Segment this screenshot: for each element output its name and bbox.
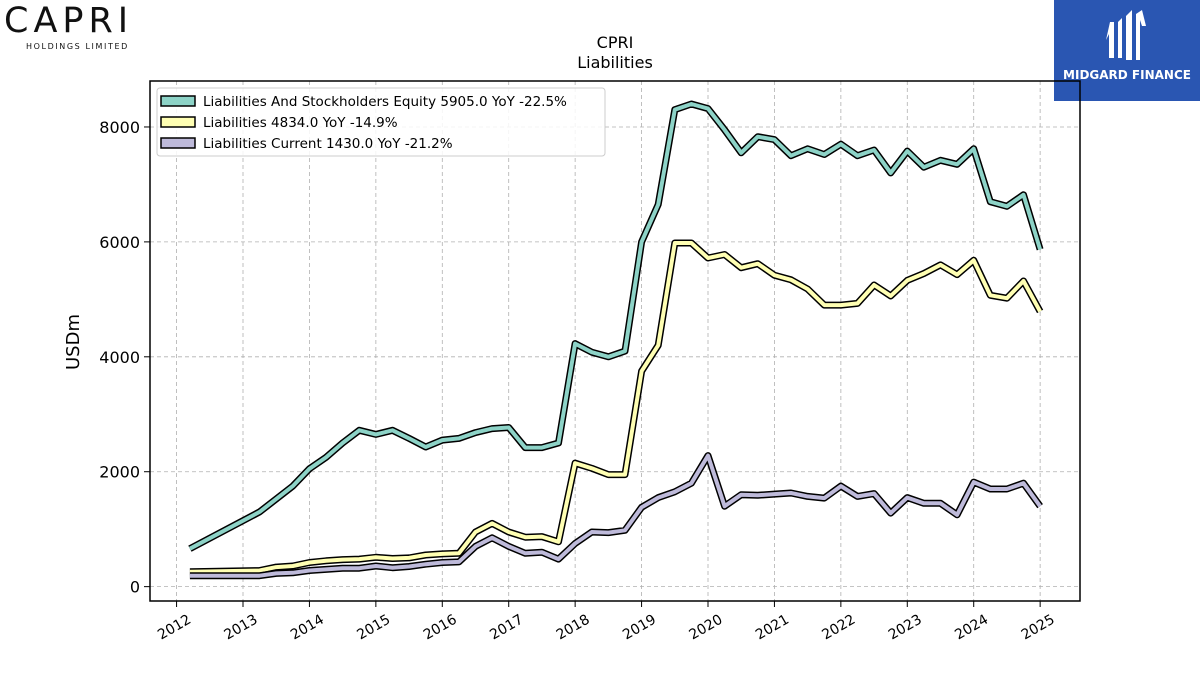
series-1 <box>189 239 1044 576</box>
legend-label: Liabilities And Stockholders Equity 5905… <box>203 94 567 110</box>
series-line-outline <box>188 100 1044 552</box>
x-tick-label: 2019 <box>620 612 659 644</box>
midgard-finance-logo: MIDGARD FINANCE <box>1054 0 1200 101</box>
x-tick-label: 2016 <box>421 612 460 644</box>
series-line <box>188 102 1043 551</box>
series-0 <box>188 100 1044 552</box>
legend-label: Liabilities Current 1430.0 YoY -21.2% <box>203 136 453 152</box>
legend-swatch <box>160 137 196 149</box>
capri-logo: CAPRI HOLDINGS LIMITED <box>4 2 154 52</box>
x-tick-label: 2023 <box>886 612 925 644</box>
series-line <box>189 241 1042 574</box>
x-tick-label: 2020 <box>687 612 726 644</box>
legend-swatch <box>160 95 196 107</box>
series-line-outline <box>189 239 1044 576</box>
y-tick-label: 8000 <box>99 118 140 137</box>
x-tick-label: 2014 <box>288 612 327 644</box>
series-2 <box>189 452 1043 580</box>
midgard-emblem-icon <box>1106 10 1146 60</box>
chart-subtitle: Liabilities <box>577 53 653 72</box>
x-tick-label: 2015 <box>354 612 393 644</box>
legend: Liabilities And Stockholders Equity 5905… <box>156 87 606 157</box>
series-layer <box>188 100 1044 580</box>
x-tick-label: 2017 <box>487 612 526 644</box>
y-axis-label: USDm <box>63 314 84 370</box>
legend-label: Liabilities 4834.0 YoY -14.9% <box>203 115 398 131</box>
capri-logo-text: CAPRI <box>4 1 134 41</box>
x-tick-label: 2021 <box>753 612 792 644</box>
y-tick-label: 6000 <box>99 233 140 252</box>
x-tick-label: 2012 <box>155 612 194 644</box>
y-tick-label: 0 <box>130 578 140 597</box>
x-tick-label: 2013 <box>222 612 261 644</box>
x-tick-label: 2022 <box>819 612 858 644</box>
x-tick-label: 2025 <box>1019 612 1058 644</box>
legend-swatch <box>160 116 196 128</box>
chart-title: CPRI <box>597 33 634 52</box>
capri-logo-subtext: HOLDINGS LIMITED <box>26 42 129 51</box>
plot-frame <box>149 80 1081 602</box>
y-tick-label: 4000 <box>99 348 140 367</box>
x-tick-label: 2018 <box>554 612 593 644</box>
legend-box <box>156 87 606 157</box>
y-tick-label: 2000 <box>99 463 140 482</box>
series-line <box>189 453 1042 578</box>
x-tick-label: 2024 <box>952 612 991 644</box>
midgard-logo-text: MIDGARD FINANCE <box>1063 68 1191 82</box>
